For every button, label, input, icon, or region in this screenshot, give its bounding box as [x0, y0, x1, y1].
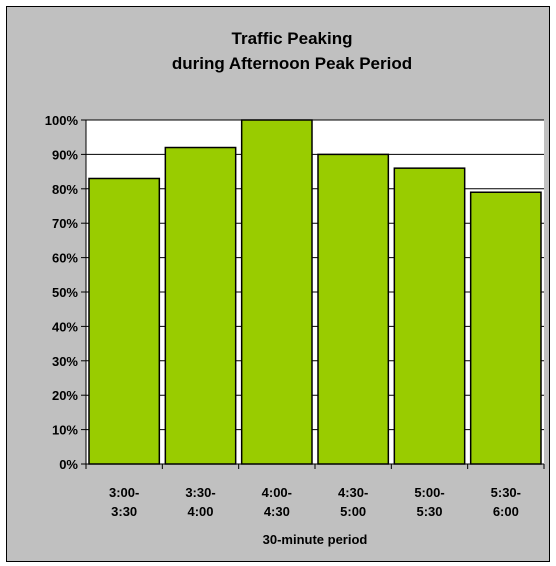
- y-tick-label: 80%: [52, 182, 78, 197]
- bar: [317, 153, 390, 465]
- plot-area: 0% 10% 20% 30% 40% 50% 60% 70% 80% 90% 100% 3:00-3:…: [45, 113, 545, 519]
- x-axis-label: 30-minute period: [263, 532, 368, 547]
- bar: [393, 167, 466, 465]
- y-tick-label: 10%: [52, 423, 78, 438]
- x-tick-label: 5:30-6:00: [491, 485, 521, 519]
- chart-title-line-1: Traffic Peaking: [232, 29, 353, 48]
- y-tick-label: 70%: [52, 216, 78, 231]
- bar: [88, 177, 161, 465]
- x-tick-label: 4:30-5:00: [338, 485, 368, 519]
- bar: [164, 146, 237, 465]
- x-tick-label: 3:30-4:00: [185, 485, 215, 519]
- y-tick-label: 60%: [52, 251, 78, 266]
- y-tick-label: 0%: [59, 457, 78, 472]
- y-tick-label: 50%: [52, 285, 78, 300]
- x-tick-label: 3:00-3:30: [109, 485, 139, 519]
- bar: [240, 119, 313, 465]
- x-tick-label: 4:00-4:30: [262, 485, 292, 519]
- y-tick-label: 100%: [45, 113, 79, 128]
- y-tick-label: 40%: [52, 319, 78, 334]
- y-tick-label: 20%: [52, 388, 78, 403]
- x-tick-label: 5:00-5:30: [414, 485, 444, 519]
- y-tick-label: 90%: [52, 147, 78, 162]
- chart-title-line-2: during Afternoon Peak Period: [172, 54, 412, 73]
- y-tick-label: 30%: [52, 354, 78, 369]
- bar: [469, 191, 542, 465]
